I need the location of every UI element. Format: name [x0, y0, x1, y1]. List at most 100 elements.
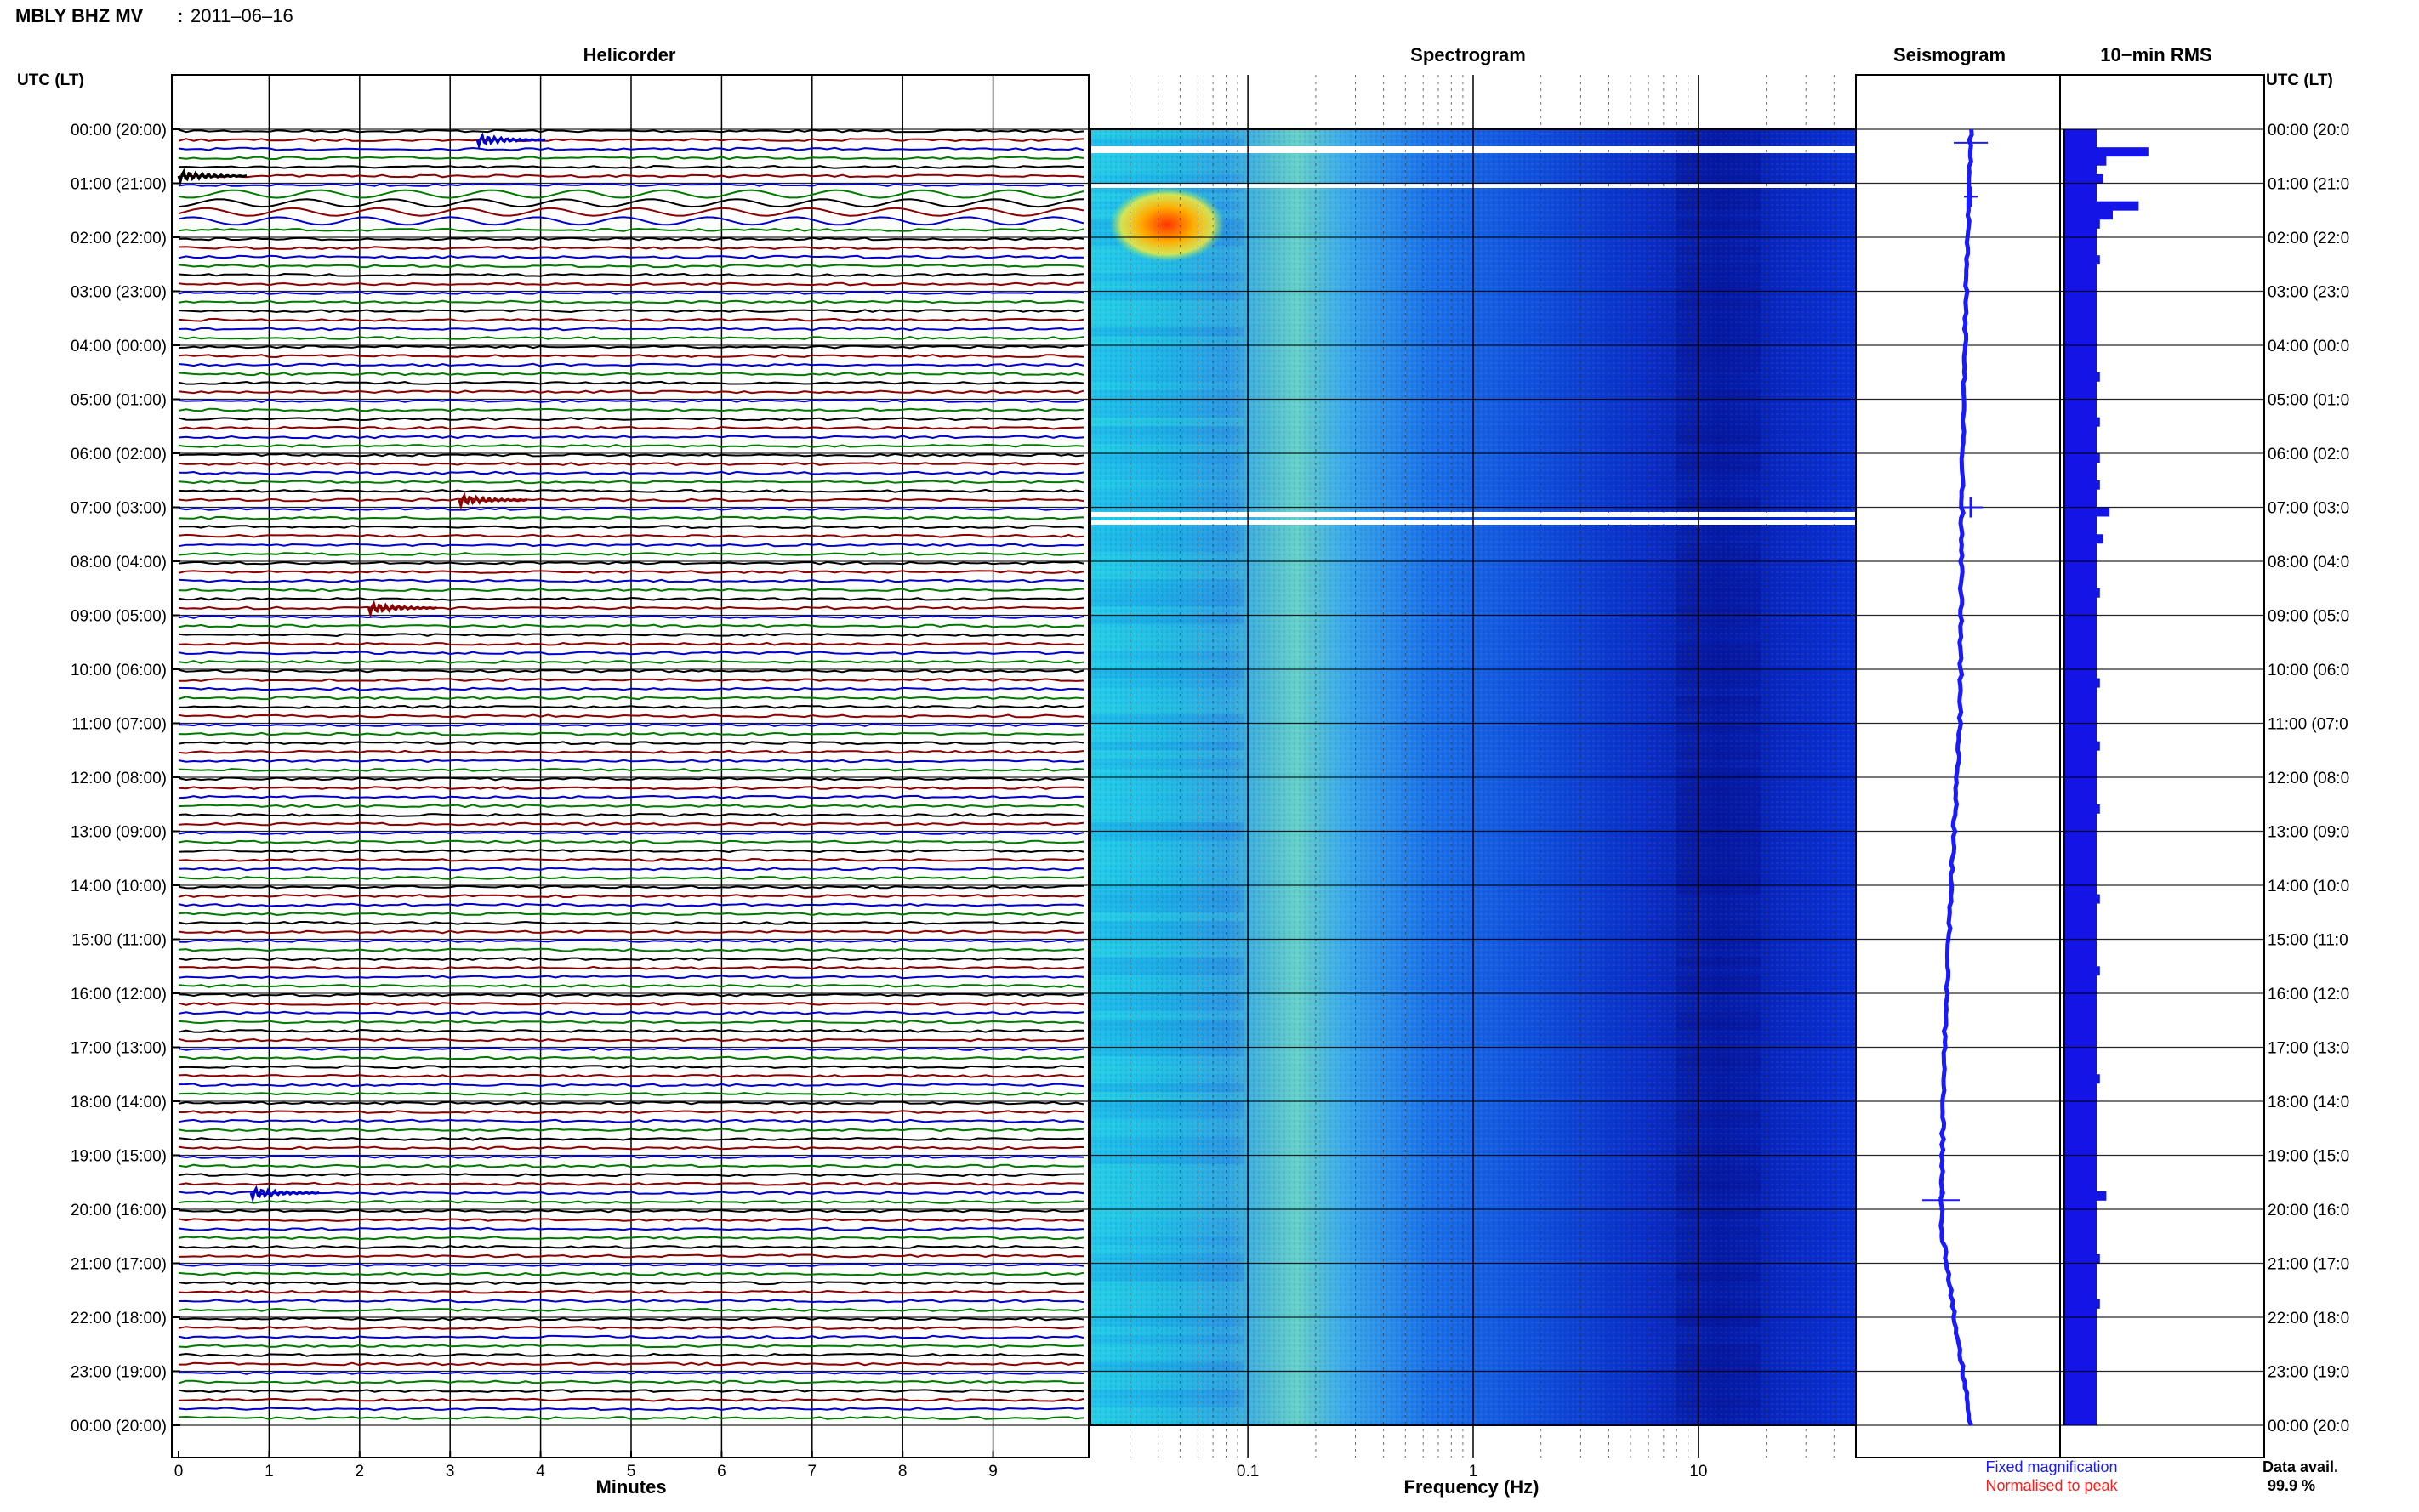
- spectrogram-band: [1676, 1308, 1761, 1317]
- rms-bar: [2064, 354, 2097, 364]
- helicorder-trace: [178, 299, 1084, 304]
- helicorder-trace: [178, 515, 1084, 520]
- spectrogram-band: [1676, 561, 1761, 571]
- spectrogram-band: [1090, 354, 1244, 364]
- spectrogram-band: [1676, 741, 1761, 751]
- minutes-tick-label: 5: [627, 1463, 636, 1481]
- rms-bar: [2064, 1335, 2097, 1345]
- spectrogram-band: [1676, 1371, 1761, 1381]
- spectrogram-band: [1090, 273, 1244, 282]
- helicorder-trace: [178, 992, 1084, 998]
- rms-bar: [2064, 741, 2100, 751]
- rms-bar: [2064, 975, 2097, 985]
- spectrogram-band: [1090, 966, 1244, 975]
- rms-bar: [2064, 1155, 2097, 1165]
- helicorder-trace: [178, 615, 1084, 619]
- helicorder-trace: [178, 759, 1084, 764]
- frequency-axis-label: Frequency (Hz): [1404, 1476, 1540, 1498]
- rms-bar: [2064, 1065, 2097, 1075]
- rms-bar: [2064, 705, 2097, 715]
- helicorder-trace: [178, 317, 1084, 322]
- spectrogram-band: [1090, 408, 1244, 418]
- spectrogram-band: [1676, 453, 1761, 463]
- helicorder-trace: [178, 668, 1084, 674]
- helicorder-trace: [178, 849, 1084, 854]
- helicorder-trace: [178, 902, 1084, 907]
- rms-bar: [2064, 1344, 2097, 1354]
- minutes-tick-label: 4: [536, 1463, 545, 1481]
- helicorder-trace: [178, 399, 1084, 403]
- spectrogram-band: [1676, 129, 1761, 139]
- helicorder-trace: [178, 912, 1084, 917]
- helicorder-trace: [178, 389, 1084, 395]
- rms-bar: [2064, 534, 2103, 544]
- time-label-left: 17:00 (13:00): [71, 1040, 167, 1058]
- spectrogram-band: [1090, 840, 1244, 850]
- time-labels-left: 00:00 (20:00) 01:00 (21:00) 02:00 (22:00) 0…: [71, 122, 180, 1435]
- helicorder-trace: [178, 146, 1084, 151]
- helicorder-trace: [178, 1091, 1084, 1096]
- spectrogram-band: [1676, 165, 1761, 174]
- spectrogram-band: [1090, 597, 1244, 606]
- spectrogram-band: [1676, 929, 1761, 940]
- spectrogram-band: [1090, 741, 1244, 751]
- rms-bar: [2064, 633, 2097, 643]
- rms-bar: [2064, 1101, 2097, 1111]
- helicorder-trace: [178, 525, 1084, 530]
- helicorder-trace: [178, 407, 1084, 412]
- helicorder-trace: [178, 164, 1084, 169]
- spectrogram-band: [1676, 417, 1761, 427]
- spectrogram-band: [1676, 399, 1761, 409]
- spectrogram-band: [1676, 1335, 1761, 1344]
- time-label-right: 10:00 (06:0: [2268, 662, 2349, 679]
- spectrogram-band: [1676, 327, 1761, 337]
- spectrogram-band: [1676, 471, 1761, 480]
- time-label-left: 11:00 (07:00): [71, 716, 167, 734]
- time-label-left: 08:00 (04:00): [71, 554, 167, 571]
- spectrogram-band: [1090, 885, 1244, 895]
- spectrogram-band: [1090, 1416, 1244, 1425]
- date-label: 2011–06–16: [191, 5, 293, 26]
- spectrogram-band: [1090, 525, 1244, 535]
- rms-bar: [2064, 255, 2100, 265]
- helicorder-trace: [178, 470, 1084, 475]
- spectrogram-band: [1676, 795, 1761, 804]
- spectrogram-band: [1090, 1047, 1244, 1057]
- spectrogram-band: [1090, 1056, 1244, 1066]
- rms-title: 10−min RMS: [2100, 44, 2211, 65]
- helicorder-trace: [178, 929, 1084, 935]
- rms-bar: [2064, 1416, 2097, 1426]
- spectrogram-band: [1676, 821, 1761, 832]
- helicorder-trace: [178, 1263, 1084, 1267]
- rms-bar: [2064, 966, 2100, 976]
- spectrogram-band: [1090, 489, 1244, 498]
- helicorder-trace: [178, 417, 1084, 422]
- helicorder-trace: [178, 1073, 1084, 1078]
- spectrogram-band: [1676, 228, 1761, 237]
- helicorder-trace: [178, 1389, 1084, 1394]
- spectrogram-band: [1090, 1272, 1244, 1282]
- spectrogram-band: [1090, 615, 1244, 625]
- rms-bar: [2064, 1074, 2100, 1084]
- time-label-right: 09:00 (05:0: [2268, 608, 2349, 626]
- spectrogram-band: [1676, 867, 1761, 877]
- spectrogram-band: [1676, 705, 1761, 714]
- helicorder-trace: [178, 1407, 1084, 1412]
- spectrogram-band: [1676, 462, 1761, 472]
- rms-bar: [2064, 138, 2097, 148]
- rms-bar: [2064, 1110, 2097, 1120]
- spectrogram-band: [1090, 732, 1244, 742]
- station-label: MBLY BHZ MV: [15, 5, 144, 26]
- spectrogram-band: [1676, 156, 1761, 166]
- spectrogram-band: [1090, 561, 1244, 571]
- helicorder-trace: [178, 1316, 1084, 1322]
- rms-bar: [2064, 165, 2097, 175]
- rms-bar: [2064, 929, 2097, 940]
- spectrogram-band: [1676, 1290, 1761, 1299]
- helicorder-trace: [178, 462, 1084, 467]
- spectrogram-band: [1676, 651, 1761, 661]
- time-label-left: 00:00 (20:00): [71, 122, 167, 139]
- spectrogram-band: [1090, 777, 1244, 787]
- spectrogram-band: [1676, 543, 1761, 553]
- time-label-right: 08:00 (04:0: [2268, 554, 2349, 571]
